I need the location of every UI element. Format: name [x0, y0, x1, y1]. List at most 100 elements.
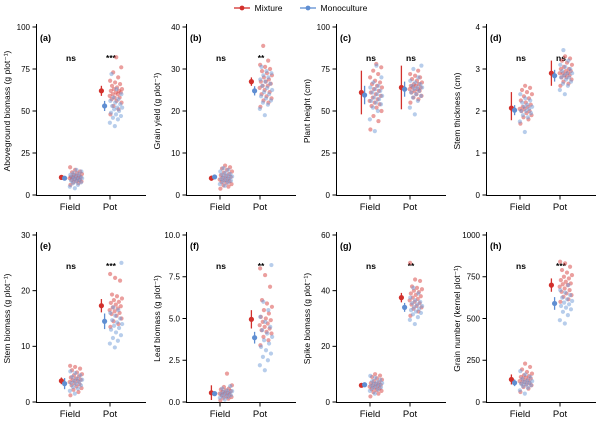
data-point-monoculture	[561, 48, 566, 53]
data-point-monoculture	[222, 183, 227, 188]
data-point-monoculture	[568, 66, 573, 72]
data-point-monoculture	[68, 172, 73, 177]
data-point-monoculture	[371, 80, 376, 85]
data-point-monoculture	[70, 384, 76, 390]
data-point-monoculture	[407, 105, 412, 110]
x-tick-label: Pot	[253, 409, 268, 420]
data-point-monoculture	[265, 102, 270, 107]
data-point-monoculture	[375, 108, 380, 114]
data-point-mixture	[408, 291, 413, 296]
data-point-mixture	[108, 271, 113, 277]
y-tick-label: 25	[321, 149, 330, 158]
data-point-monoculture	[568, 307, 574, 312]
x-tick-label: Field	[210, 202, 231, 213]
y-tick-label: 100	[17, 23, 31, 32]
data-point-mixture	[558, 299, 563, 304]
data-point-monoculture	[107, 120, 112, 125]
y-tick-label: 0	[326, 191, 331, 200]
data-point-monoculture	[415, 85, 420, 90]
panel-tag: (h)	[490, 241, 502, 251]
data-point-monoculture	[367, 117, 372, 122]
data-point-monoculture	[418, 82, 423, 87]
y-tick-label: 10	[21, 342, 30, 351]
mean-point-monoculture	[402, 304, 408, 310]
data-point-mixture	[376, 391, 381, 396]
mixture-glyph-dot	[239, 5, 245, 11]
data-point-mixture	[559, 267, 565, 273]
data-point-monoculture	[557, 87, 562, 93]
monoculture-glyph-dot	[305, 5, 310, 11]
data-point-monoculture	[420, 85, 425, 90]
significance-label: ns	[216, 53, 226, 63]
data-point-monoculture	[562, 300, 567, 305]
data-point-monoculture	[568, 79, 574, 84]
data-point-monoculture	[258, 314, 263, 319]
data-point-monoculture	[257, 363, 262, 368]
data-point-mixture	[522, 361, 528, 366]
data-point-monoculture	[110, 103, 115, 109]
data-point-monoculture	[71, 171, 76, 176]
data-point-monoculture	[75, 386, 80, 391]
data-point-monoculture	[266, 92, 272, 97]
data-point-mixture	[368, 127, 373, 132]
data-point-monoculture	[260, 354, 266, 360]
panel-f-chart: 0.0 2.5 5.0 7.5 10.0 Leaf biomass (g plot⁻¹) (…	[152, 231, 296, 420]
data-point-monoculture	[258, 77, 263, 82]
data-point-monoculture	[520, 100, 525, 105]
data-point-mixture	[224, 371, 230, 376]
y-axis-title: Leaf biomass (g plot⁻¹)	[152, 275, 162, 362]
data-point-monoculture	[416, 291, 421, 296]
data-point-monoculture	[412, 87, 417, 92]
data-point-monoculture	[268, 81, 273, 86]
data-point-mixture	[266, 338, 271, 343]
data-point-monoculture	[76, 171, 81, 177]
data-point-monoculture	[372, 95, 377, 100]
mean-point-monoculture	[512, 107, 518, 113]
data-point-monoculture	[70, 374, 75, 380]
data-point-monoculture	[558, 288, 563, 293]
data-point-mixture	[376, 118, 381, 124]
significance-label: ***	[106, 53, 117, 63]
x-tick-label: Field	[510, 409, 531, 420]
data-point-monoculture	[221, 166, 226, 171]
data-point-monoculture	[262, 368, 267, 373]
data-point-monoculture	[110, 335, 116, 341]
mean-point-mixture	[248, 79, 254, 85]
data-point-monoculture	[375, 387, 380, 392]
data-point-monoculture	[528, 374, 533, 380]
panel-c-chart: 0 25 50 75 100 Plant height (cm) (c) Field ns Pot…	[302, 23, 446, 213]
data-point-mixture	[408, 71, 413, 77]
data-point-mixture	[111, 298, 117, 303]
data-point-monoculture	[525, 385, 530, 390]
data-point-monoculture	[68, 369, 73, 374]
data-point-monoculture	[530, 104, 535, 109]
panel-e-chart: 0 10 20 30 Stem biomass (g plot⁻¹) (e) Field ns…	[2, 231, 146, 420]
data-point-monoculture	[419, 63, 424, 68]
data-point-monoculture	[368, 98, 374, 104]
data-point-monoculture	[79, 169, 84, 174]
data-point-monoculture	[114, 87, 119, 92]
significance-label: ns	[516, 261, 526, 271]
data-point-monoculture	[563, 290, 568, 295]
data-point-monoculture	[225, 388, 230, 393]
data-point-mixture	[522, 83, 528, 88]
y-tick-label: 4	[476, 23, 481, 32]
x-tick-label: Field	[60, 202, 81, 213]
data-point-mixture	[68, 363, 73, 368]
significance-label: ***	[556, 261, 567, 271]
data-point-monoculture	[568, 293, 573, 298]
data-point-mixture	[529, 371, 535, 376]
data-point-monoculture	[418, 299, 423, 304]
mean-point-monoculture	[212, 174, 218, 180]
data-point-monoculture	[262, 113, 267, 118]
mean-point-monoculture	[552, 300, 558, 307]
significance-label: ns	[66, 53, 76, 63]
data-point-monoculture	[228, 171, 233, 177]
data-point-monoculture	[263, 96, 269, 101]
data-point-monoculture	[415, 315, 420, 320]
data-point-mixture	[377, 80, 383, 85]
data-point-mixture	[417, 278, 423, 284]
y-tick-label: 10.0	[164, 231, 180, 240]
data-point-monoculture	[75, 182, 80, 188]
